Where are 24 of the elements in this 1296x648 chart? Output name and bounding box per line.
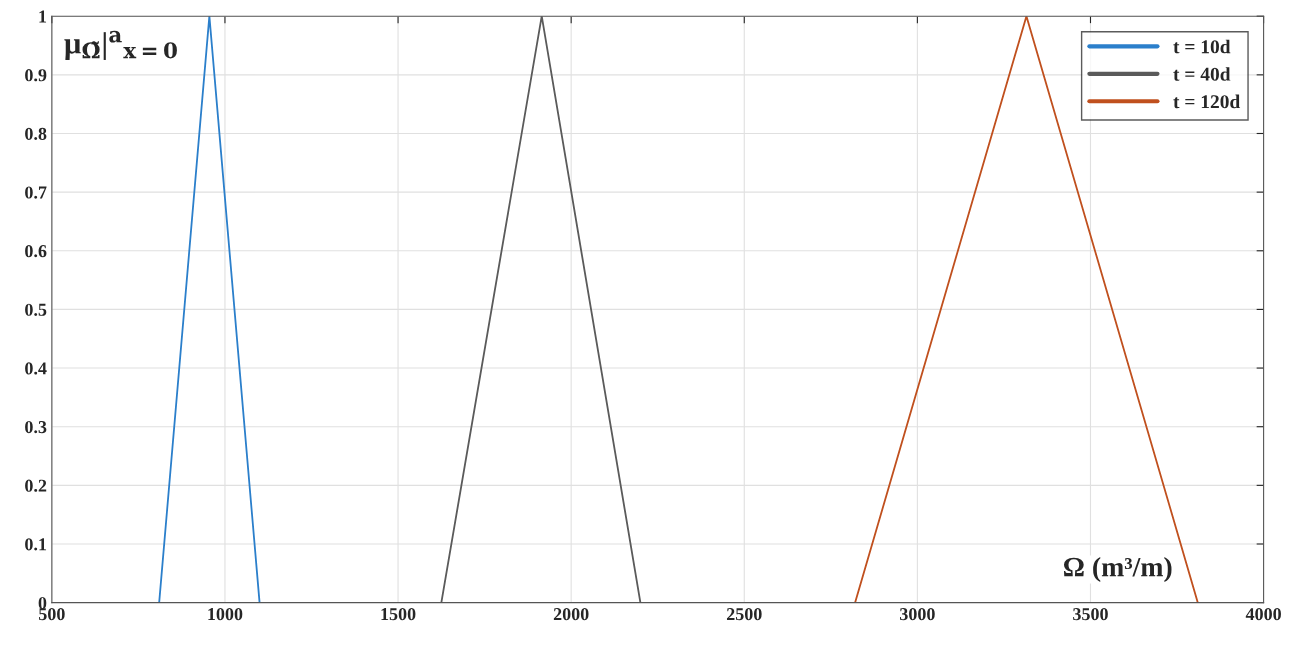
y-tick-label: 0.8 [25, 127, 47, 141]
legend-label: t = 120d [1173, 94, 1241, 109]
y-tick-label: 0.7 [25, 186, 47, 199]
x-axis-title: Ω (m³/m) [1063, 556, 1172, 583]
y-tick-label: 1 [39, 10, 47, 23]
y-tick-label: 0.3 [25, 420, 47, 434]
x-tick-label: 1000 [208, 608, 243, 621]
y-tick-label: 0.2 [25, 479, 47, 492]
y-tick-label: 0.4 [25, 362, 47, 375]
x-tick-label: 2000 [553, 608, 589, 621]
x-tick-label: 3000 [900, 608, 935, 621]
y-axis-title: μ$_{Ω̃}$|$^{a}$$_{x=0}$ [64, 30, 177, 60]
x-tick-label: 2500 [726, 608, 762, 621]
y-tick-label: 0.1 [25, 538, 47, 551]
x-tick-label: 1500 [381, 608, 416, 621]
x-tick-label: 500 [39, 608, 65, 621]
legend-label: t = 10d [1173, 39, 1231, 54]
y-tick-label: 0 [38, 596, 47, 610]
y-tick-label: 0.6 [25, 245, 47, 258]
y-tick-label: 0.5 [25, 303, 47, 316]
x-tick-label: 3500 [1073, 608, 1108, 621]
legend-label: t = 40d [1173, 67, 1231, 81]
y-tick-label: 0.9 [25, 69, 47, 82]
x-tick-label: 4000 [1245, 608, 1281, 621]
